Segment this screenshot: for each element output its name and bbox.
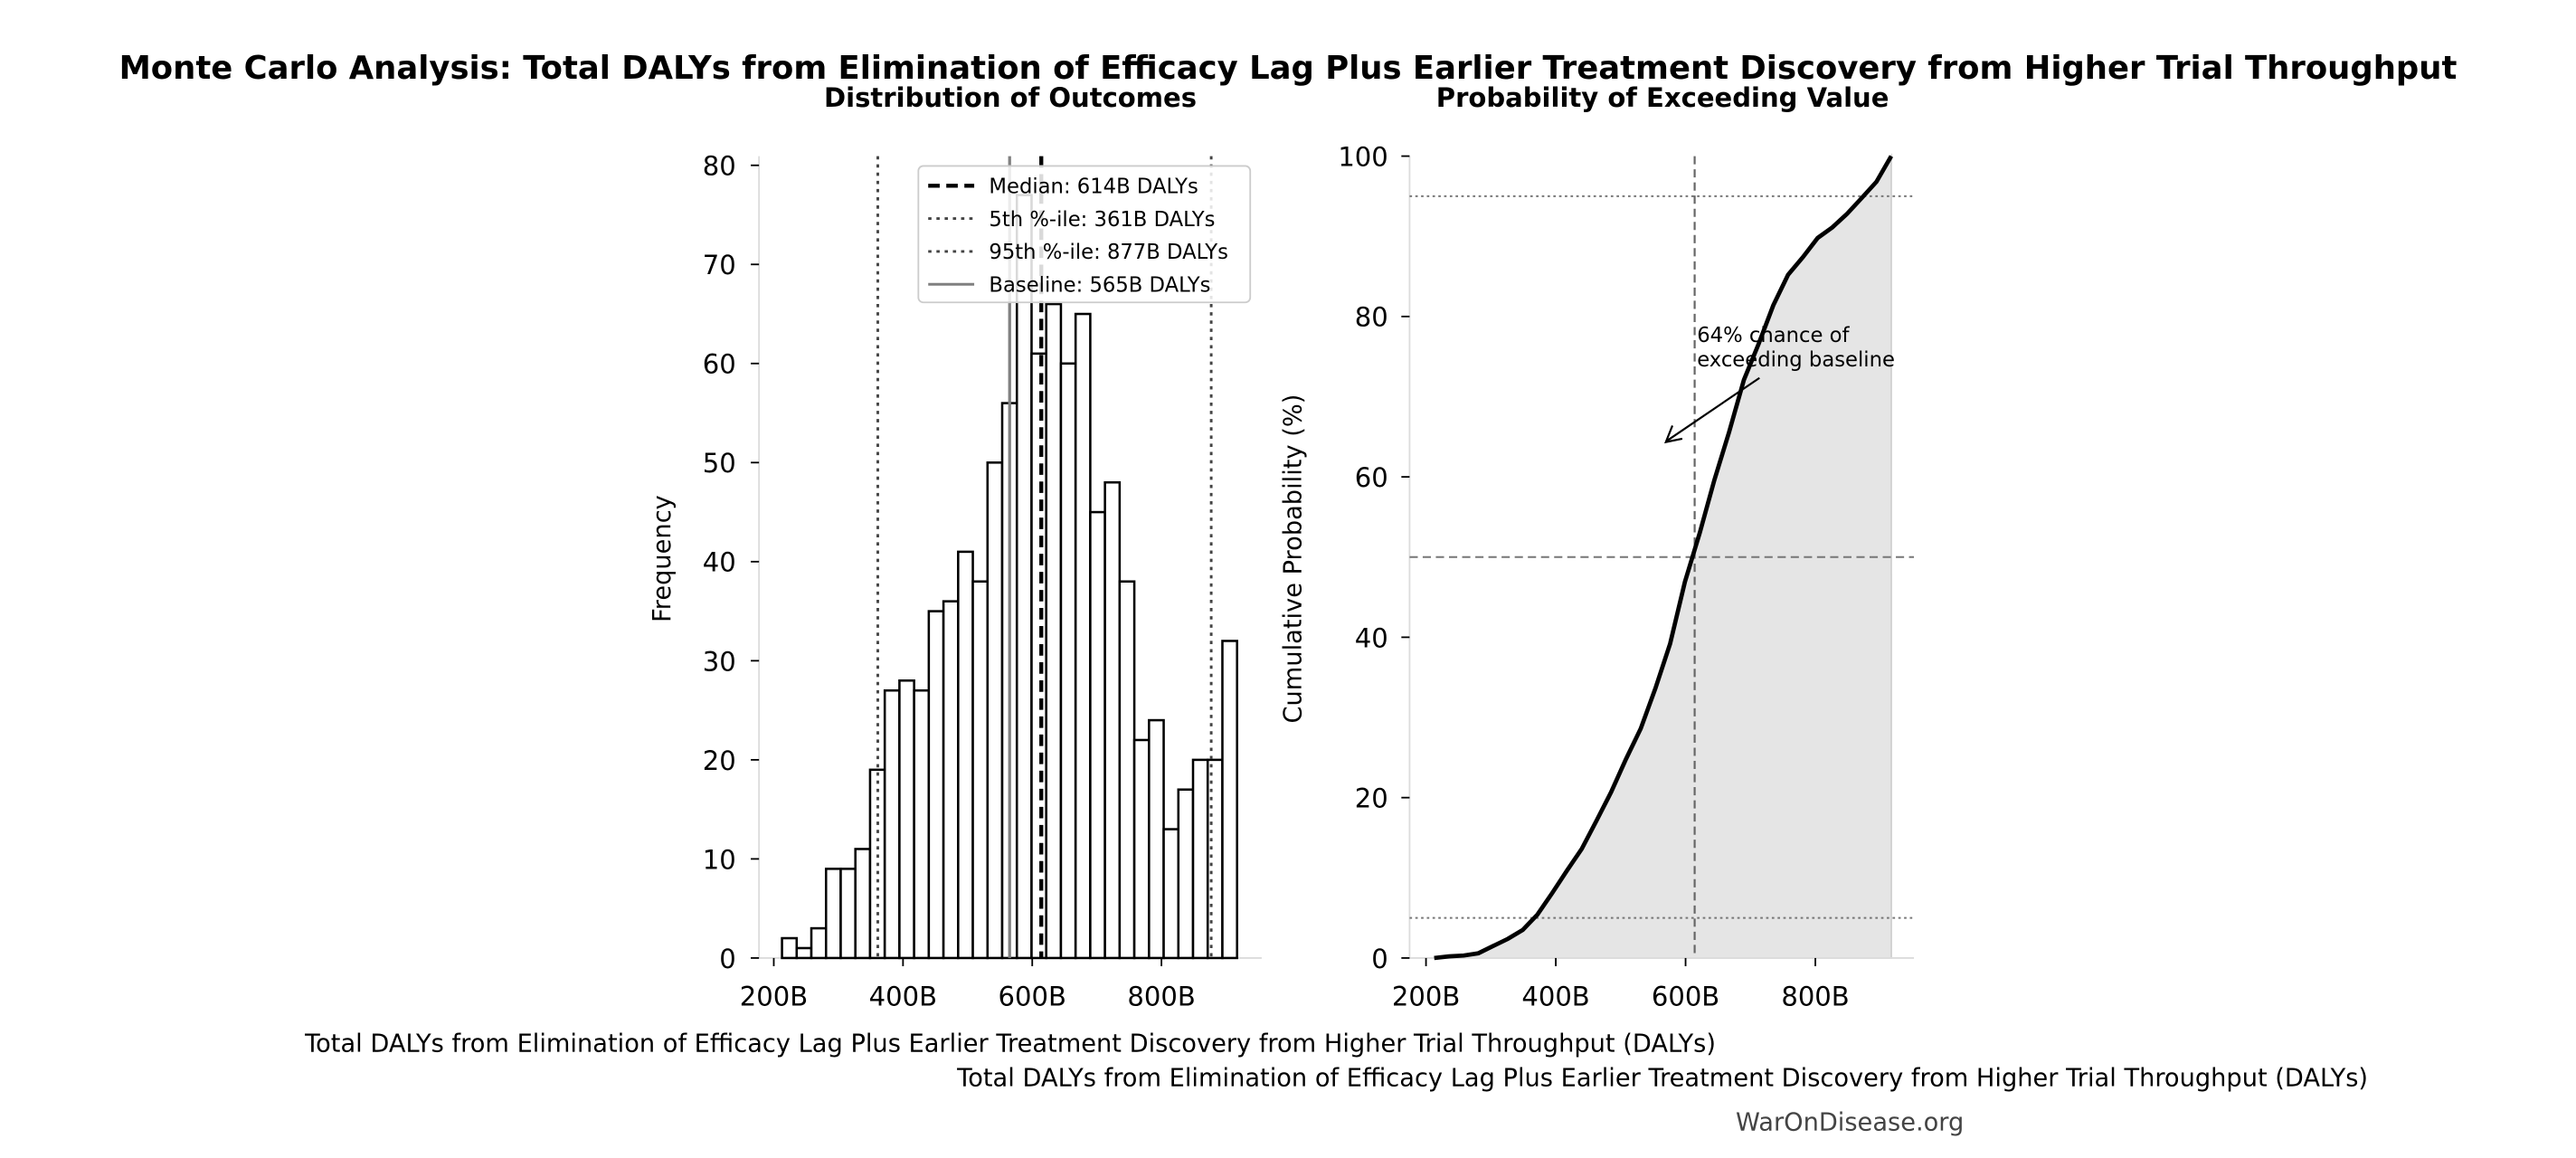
annotation-line-2: exceeding baseline xyxy=(1697,348,1895,372)
histogram-bar xyxy=(1059,362,1077,960)
annotation-line-1: 64% chance of xyxy=(1697,324,1850,347)
histogram-bar xyxy=(1118,580,1136,960)
histogram-bar xyxy=(1162,828,1180,960)
histogram-bar xyxy=(824,868,842,960)
y-tick-label: 20 xyxy=(703,745,736,776)
x-tick-label: 600B xyxy=(999,982,1066,1012)
cdf-title: Probability of Exceeding Value xyxy=(1436,82,1889,113)
histogram-bar xyxy=(839,868,857,960)
histogram-bar xyxy=(1030,352,1047,960)
x-tick-label: 600B xyxy=(1652,982,1719,1012)
histogram-bar xyxy=(781,936,799,960)
histogram-bar xyxy=(898,679,915,960)
histogram-bar xyxy=(1148,718,1165,960)
cdf-xlabel: Total DALYs from Elimination of Efficacy… xyxy=(956,1065,2368,1093)
histogram-bar xyxy=(883,688,901,960)
histogram-panel: Distribution of Outcomes Frequency 0 10 20… xyxy=(649,82,1262,1012)
histogram-bar xyxy=(1132,738,1151,960)
histogram-bar xyxy=(1191,758,1209,960)
y-tick-label: 60 xyxy=(1355,462,1388,493)
histogram-bar xyxy=(854,848,872,960)
figure-title: Monte Carlo Analysis: Total DALYs from E… xyxy=(119,50,2458,87)
y-tick-label: 50 xyxy=(703,448,736,479)
histogram-legend: Median: 614B DALYs 5th %-ile: 361B DALYs 9… xyxy=(917,165,1252,304)
y-tick-label: 40 xyxy=(1355,622,1388,653)
y-tick-label: 70 xyxy=(703,250,736,280)
histogram-ylabel: Frequency xyxy=(649,495,677,622)
cdf-ylabel: Cumulative Probability (%) xyxy=(1280,394,1308,724)
legend-label: 95th %-ile: 877B DALYs xyxy=(989,241,1228,264)
y-tick-label: 10 xyxy=(703,844,736,875)
y-tick-label: 80 xyxy=(703,151,736,182)
histogram-bar xyxy=(1103,480,1122,960)
histogram-bar xyxy=(1221,640,1238,960)
y-tick-label: 30 xyxy=(703,646,736,677)
histogram-bar xyxy=(986,461,1004,960)
legend-label: Baseline: 565B DALYs xyxy=(989,273,1210,297)
histogram-bar xyxy=(942,600,960,960)
y-tick-label: 100 xyxy=(1338,141,1387,172)
histogram-bar xyxy=(810,926,828,960)
x-tick-label: 400B xyxy=(1521,982,1589,1012)
legend-label: Median: 614B DALYs xyxy=(989,175,1198,198)
y-tick-label: 0 xyxy=(719,944,735,974)
x-tick-label: 800B xyxy=(1781,982,1849,1012)
x-tick-label: 800B xyxy=(1127,982,1195,1012)
histogram-bar xyxy=(971,580,990,960)
cdf-line xyxy=(1434,155,1894,961)
y-tick-label: 80 xyxy=(1355,302,1388,333)
annotation-arrow xyxy=(1663,376,1760,444)
histogram-bar xyxy=(1045,302,1063,960)
x-tick-label: 400B xyxy=(869,982,937,1012)
y-tick-label: 20 xyxy=(1355,783,1388,814)
y-tick-label: 0 xyxy=(1371,944,1387,974)
x-tick-label: 200B xyxy=(740,982,808,1012)
y-tick-label: 40 xyxy=(703,547,736,578)
histogram-bar xyxy=(1015,194,1033,960)
histogram-bar xyxy=(957,550,974,960)
x-tick-label: 200B xyxy=(1392,982,1460,1012)
histogram-bar xyxy=(795,946,813,960)
histogram-xlabel: Total DALYs from Elimination of Efficacy… xyxy=(304,1030,1716,1058)
histogram-bar xyxy=(927,610,945,960)
histogram-bar xyxy=(913,688,931,960)
legend-label: 5th %-ile: 361B DALYs xyxy=(989,208,1215,232)
watermark: WarOnDisease.org xyxy=(1736,1109,1964,1137)
cdf-panel: Probability of Exceeding Value Cumulativ… xyxy=(1280,82,1915,1012)
histogram-bar xyxy=(1074,312,1092,960)
y-tick-label: 60 xyxy=(703,349,736,380)
histogram-title: Distribution of Outcomes xyxy=(824,82,1197,113)
histogram-bar xyxy=(1089,510,1106,960)
histogram-bar xyxy=(1177,788,1195,960)
